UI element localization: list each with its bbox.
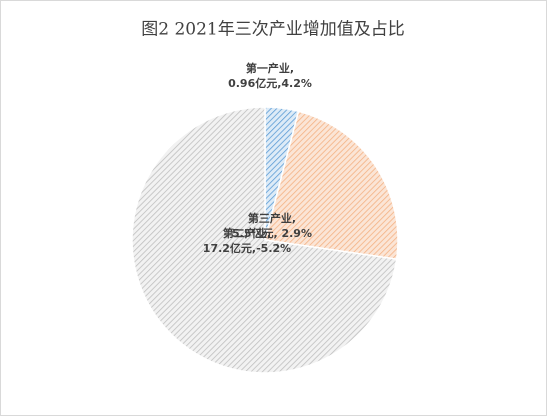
chart-title: 图2 2021年三次产业增加值及占比 xyxy=(141,20,404,40)
pie-slice xyxy=(264,110,399,261)
data-label-line: 第三产业, xyxy=(248,211,296,225)
pie-slice xyxy=(131,106,398,374)
data-label-line: 17.2亿元,-5.2% xyxy=(203,241,291,255)
data-label-line: 第一产业, xyxy=(246,61,294,75)
data-label: 第一产业, 0.96亿元,4.2% xyxy=(228,61,312,90)
data-label: 第二产业, 17.2亿元,-5.2% xyxy=(203,226,291,255)
data-label: 第三产业, 5.5亿元, 2.9% xyxy=(232,211,312,240)
data-label-line: 5.5亿元, 2.9% xyxy=(232,226,312,240)
data-label-line: 0.96亿元,4.2% xyxy=(228,76,312,90)
data-label-line: 第二产业, xyxy=(223,226,271,240)
